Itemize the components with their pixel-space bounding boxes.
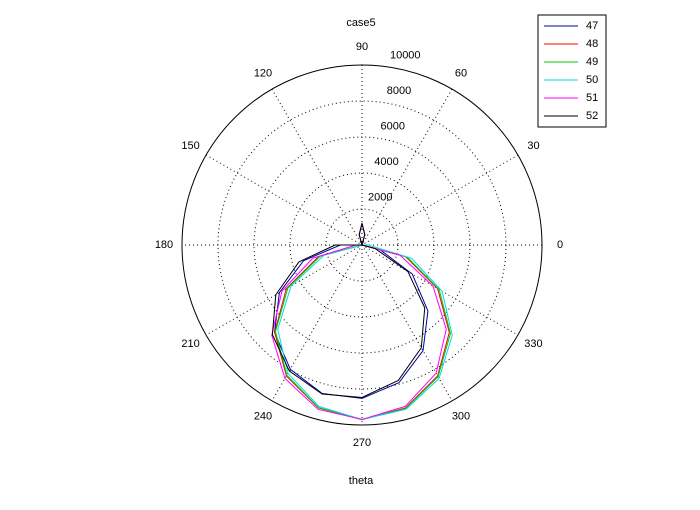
r-tick-label: 10000 <box>390 50 421 62</box>
theta-tick-label: 180 <box>155 239 173 251</box>
r-tick-label: 4000 <box>374 156 398 168</box>
legend-label: 50 <box>586 74 598 86</box>
legend-label: 47 <box>586 20 598 32</box>
r-tick-label: 8000 <box>387 85 411 97</box>
theta-tick-label: 330 <box>524 338 542 350</box>
theta-tick-label: 90 <box>356 41 368 53</box>
chart-title: case5 <box>346 17 375 29</box>
theta-tick-label: 120 <box>254 67 272 79</box>
legend-label: 48 <box>586 38 598 50</box>
legend-label: 52 <box>586 110 598 122</box>
theta-tick-label: 0 <box>557 239 563 251</box>
theta-tick-label: 150 <box>181 140 199 152</box>
theta-tick-label: 240 <box>254 410 272 422</box>
series-curve <box>271 222 426 398</box>
legend-label: 51 <box>586 92 598 104</box>
legend-box <box>537 14 607 128</box>
theta-tick-label: 300 <box>452 410 470 422</box>
r-tick-label: 6000 <box>381 121 405 133</box>
theta-tick-label: 30 <box>527 140 539 152</box>
legend-label: 49 <box>586 56 598 68</box>
r-tick-label: 2000 <box>368 191 392 203</box>
theta-tick-label: 210 <box>181 338 199 350</box>
theta-tick-label: 270 <box>353 437 371 449</box>
x-axis-label: theta <box>349 475 374 487</box>
theta-tick-label: 60 <box>455 67 467 79</box>
